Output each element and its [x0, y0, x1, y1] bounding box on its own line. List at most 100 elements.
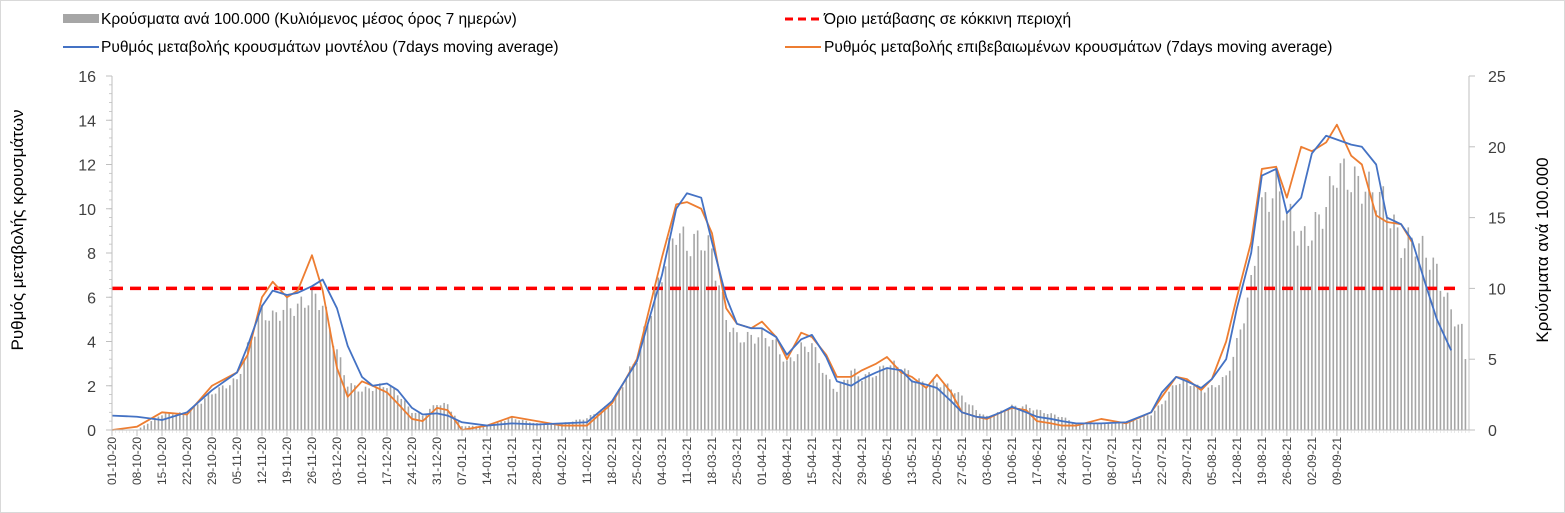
- x-tick-label: 01-04-21: [755, 437, 769, 485]
- cases-bar: [1143, 415, 1145, 430]
- cases-bar: [621, 387, 624, 430]
- cases-bar: [893, 360, 895, 430]
- cases-bar: [157, 416, 160, 430]
- cases-bar: [1050, 413, 1052, 430]
- cases-bar: [686, 250, 688, 430]
- cases-bar: [907, 370, 910, 430]
- cases-bar: [1378, 191, 1381, 430]
- cases-bar: [364, 386, 367, 430]
- cases-bar: [1411, 237, 1413, 430]
- cases-bar: [1353, 166, 1356, 431]
- legend-label-model: Ρυθμός μεταβολής κρουσμάτων μοντέλου (7d…: [101, 39, 559, 56]
- cases-bar: [721, 291, 724, 430]
- cases-bar: [336, 349, 338, 430]
- cases-bar: [179, 412, 181, 430]
- cases-bar: [450, 411, 453, 430]
- cases-bar: [1393, 214, 1395, 430]
- cases-bar: [1443, 296, 1445, 430]
- cases-bar: [618, 389, 620, 430]
- cases-bar: [554, 423, 556, 430]
- cases-bar: [1039, 410, 1042, 430]
- cases-bar: [986, 415, 988, 430]
- cases-bar: [1178, 383, 1181, 430]
- cases-bar: [1186, 378, 1188, 430]
- x-tick-label: 26-08-21: [1280, 437, 1294, 485]
- cases-bar: [968, 404, 970, 430]
- x-tick-label: 11-02-21: [580, 437, 594, 484]
- cases-bar: [246, 342, 249, 430]
- cases-bar: [529, 422, 531, 430]
- legend-label-confirmed: Ρυθμός μεταβολής επιβεβαιωμένων κρουσμάτ…: [824, 39, 1332, 56]
- cases-bar: [714, 280, 717, 430]
- cases-bar: [864, 374, 867, 430]
- cases-bar: [1125, 423, 1127, 430]
- cases-bar: [1453, 326, 1456, 430]
- confirmed-rate-line: [111, 123, 1413, 431]
- cases-bar: [675, 244, 678, 430]
- cases-bar: [425, 413, 428, 430]
- cases-bar: [461, 426, 463, 430]
- cases-bar: [1200, 390, 1202, 430]
- cases-bar: [1361, 203, 1363, 430]
- cases-bar: [625, 378, 628, 430]
- cases-bar: [171, 414, 174, 430]
- cases-bar: [868, 372, 870, 430]
- cases-bar: [1100, 423, 1102, 430]
- cases-bar: [1211, 385, 1213, 430]
- cases-bar: [832, 388, 835, 430]
- cases-bar: [321, 305, 324, 430]
- cases-bar: [500, 421, 503, 430]
- cases-bar: [1075, 423, 1077, 430]
- cases-bar: [286, 296, 288, 430]
- cases-bar: [914, 381, 917, 430]
- cases-bar: [432, 405, 435, 430]
- cases-bar: [504, 421, 506, 430]
- cases-bar: [150, 421, 153, 430]
- cases-bar: [1214, 387, 1217, 430]
- cases-bar: [782, 361, 785, 430]
- cases-bar: [361, 391, 363, 430]
- x-tick-label: 19-11-20: [280, 437, 294, 484]
- cases-bar: [1064, 417, 1067, 430]
- y-right-tick-label: 10: [1488, 281, 1506, 298]
- cases-bar: [1461, 323, 1463, 430]
- cases-bar: [768, 346, 770, 430]
- x-tick-label: 20-05-21: [930, 437, 944, 485]
- cases-bar: [368, 388, 370, 430]
- cases-bar: [1121, 423, 1124, 430]
- cases-bar: [343, 375, 345, 430]
- cases-bar: [1168, 391, 1170, 430]
- cases-bar: [743, 342, 745, 430]
- cases-bar: [807, 352, 810, 430]
- cases-bar: [154, 417, 156, 430]
- cases-bar: [1293, 231, 1295, 430]
- cases-bar: [1375, 210, 1377, 430]
- cases-bar: [221, 385, 224, 430]
- cases-bars: [139, 158, 1467, 431]
- cases-bar: [375, 386, 378, 430]
- cases-bar: [1332, 185, 1335, 430]
- cases-bar: [1032, 410, 1035, 430]
- cases-bar: [1261, 197, 1263, 430]
- cases-bar: [1236, 338, 1238, 430]
- cases-bar: [796, 354, 799, 430]
- cases-bar: [1107, 423, 1110, 430]
- cases-bar: [496, 422, 499, 430]
- y-left-tick-label: 2: [87, 379, 96, 396]
- y-left-axis-title: Ρυθμός μεταβολής κρουσμάτων: [8, 110, 27, 351]
- cases-bar: [1343, 158, 1345, 430]
- cases-bar: [693, 233, 695, 430]
- cases-bar: [1421, 235, 1424, 430]
- cases-bar: [357, 391, 360, 430]
- cases-bar: [346, 386, 349, 430]
- cases-bar: [996, 412, 999, 430]
- x-tick-label: 11-03-21: [680, 437, 694, 484]
- cases-bar: [1414, 256, 1417, 430]
- cases-bar: [1432, 257, 1435, 430]
- cases-bar: [775, 338, 778, 430]
- cases-bar: [175, 414, 178, 430]
- cases-bar: [1271, 198, 1274, 430]
- cases-bar: [1389, 228, 1392, 430]
- cases-bar: [239, 373, 242, 430]
